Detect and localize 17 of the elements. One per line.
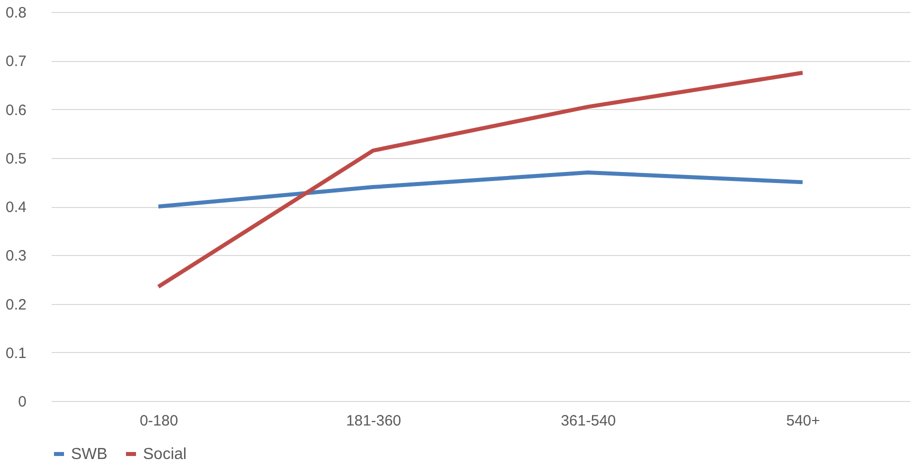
y-tick-label: 0.4 — [6, 199, 26, 216]
x-tick-label: 0-180 — [140, 412, 178, 430]
legend-label: SWB — [71, 446, 108, 463]
x-tick-label: 361-540 — [560, 412, 616, 430]
y-tick-label: 0.3 — [6, 248, 26, 265]
line-series — [156, 70, 805, 289]
y-tick-label: 0 — [18, 394, 26, 410]
y-tick-label: 0.2 — [6, 296, 26, 314]
y-tick-label: 0.7 — [6, 53, 26, 70]
y-tick-label: 0.1 — [6, 344, 26, 362]
x-tick-label: 540+ — [786, 412, 820, 430]
y-tick-label: 0.8 — [6, 4, 26, 22]
legend-label: Social — [143, 446, 187, 463]
y-tick-label: 0.6 — [6, 102, 26, 119]
y-tick-label: 0.5 — [6, 150, 26, 168]
x-tick-label: 181-360 — [346, 412, 402, 430]
line-series — [156, 170, 805, 208]
